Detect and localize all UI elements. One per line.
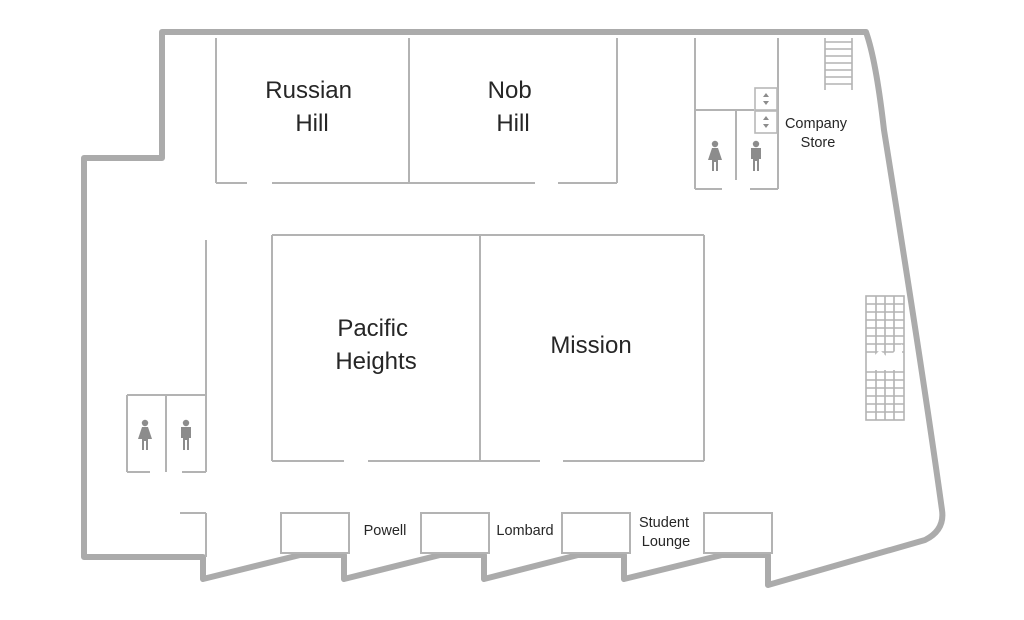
room-label-nob-hill[interactable]: Nob Hill (488, 77, 539, 137)
room-label-russian-hill[interactable]: Russian Hill (265, 77, 358, 137)
room-label-company-store[interactable]: Company Store (785, 116, 851, 151)
restroom-block-top (694, 38, 779, 190)
room-walls-top (215, 38, 618, 184)
room-label-student-lounge[interactable]: Student Lounge (639, 515, 693, 550)
room-walls-center (271, 234, 705, 462)
escalator-icon (865, 295, 905, 421)
woman-restroom-icon (708, 140, 722, 171)
elevator-icon (763, 93, 769, 128)
room-label-pacific-heights[interactable]: Pacific Heights (335, 315, 416, 375)
man-restroom-icon (181, 419, 191, 450)
room-label-lombard[interactable]: Lombard (496, 523, 553, 539)
stairs-icon (824, 38, 853, 90)
building-outline (81, 29, 946, 588)
man-restroom-icon (751, 140, 761, 171)
room-label-powell[interactable]: Powell (364, 523, 407, 539)
bottom-rooms (280, 512, 773, 554)
restroom-block-left (126, 240, 207, 557)
woman-restroom-icon (138, 419, 152, 450)
room-label-mission[interactable]: Mission (550, 332, 631, 359)
